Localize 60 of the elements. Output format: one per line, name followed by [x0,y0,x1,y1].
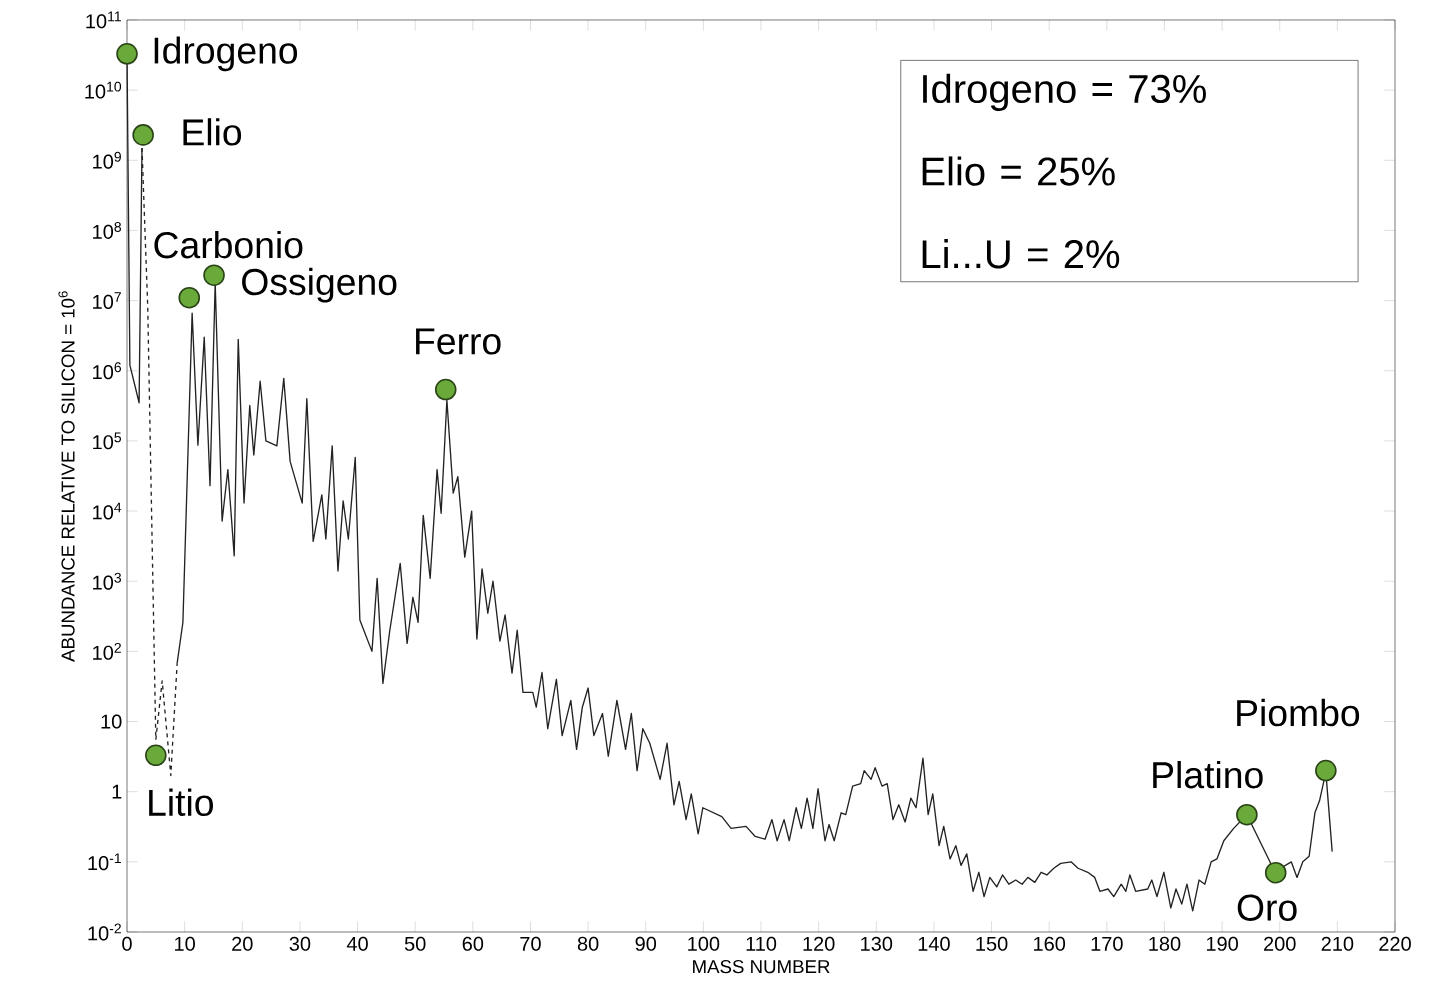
x-tick-label: 110 [746,936,777,951]
point [145,744,167,767]
x-tick-label: 220 [1379,936,1411,951]
x-axis-title: MASS NUMBER [693,960,830,974]
y-tick-label: 10$^{4}$ [93,502,122,520]
annotation: Piombo [1237,698,1360,727]
y-tick-label: 10$^{5}$ [93,432,122,450]
x-tick-label: 70 [520,936,541,951]
y-tick-label: 10$^{-2}$ [88,923,121,941]
x-tick-label: 150 [976,936,1008,951]
x-tick-label: 60 [462,936,484,951]
annotation: Ferro [416,328,501,355]
point [1315,759,1337,782]
x-tick-label: 170 [1091,936,1123,951]
y-tick-label: 10 [101,714,122,729]
y-tick-label: 10$^{11}$ [86,11,121,29]
point [1264,861,1287,884]
x-tick-label: 210 [1321,936,1354,951]
x-tick-label: 180 [1149,936,1181,951]
annotation: Li...U = 2% [922,239,1120,269]
y-tick-label: 10$^{10}$ [85,81,122,99]
annotation: Litio [149,788,213,817]
x-tick-label: 30 [289,936,311,951]
annotation: Idrogeno [154,36,298,72]
annotation: Platino [1153,760,1263,789]
y-tick-label: 10$^{9}$ [93,151,121,169]
point [178,286,201,309]
y-tick-label: 10$^{7}$ [93,292,121,309]
x-tick-label: 100 [688,936,720,951]
x-tick-label: 140 [918,936,950,951]
x-tick-label: 190 [1206,936,1238,951]
annotation: Elio [183,118,242,146]
x-tick-label: 10 [175,936,195,951]
y-tick-label: 1 [112,784,122,799]
annotation: Idrogeno = 73% [923,73,1206,111]
annotation: Elio = 25% [922,156,1115,186]
annotation: Carbonio [154,231,303,259]
y-tick-label: 10$^{-1}$ [88,853,121,871]
x-tick-label: 50 [404,936,426,951]
x-tick-label: 130 [861,936,893,951]
x-tick-label: 120 [803,936,835,951]
point [1236,803,1258,826]
y-tick-label: 10$^{8}$ [93,221,122,239]
y-tick-label: 10$^{6}$ [93,362,122,380]
x-tick-label: 160 [1034,936,1066,951]
x-tick-label: 200 [1264,936,1296,951]
point [203,264,225,287]
x-tick-label: 20 [232,936,253,951]
y-tick-label: 10$^{3}$ [93,572,122,590]
point [434,378,457,401]
y-tick-label: 10$^{2}$ [93,642,121,660]
point [132,124,154,146]
x-tick-label: 40 [346,936,368,951]
x-tick-label: 0 [122,936,132,951]
annotation: Oro [1237,894,1297,921]
x-tick-label: 90 [635,936,657,951]
y-axis-title: ABUNDANCE RELATIVE TO SILICON = 10$^{6}$ [58,291,75,662]
point [116,42,138,65]
annotation: Ossigeno [242,267,397,303]
x-tick-label: 80 [577,936,599,951]
